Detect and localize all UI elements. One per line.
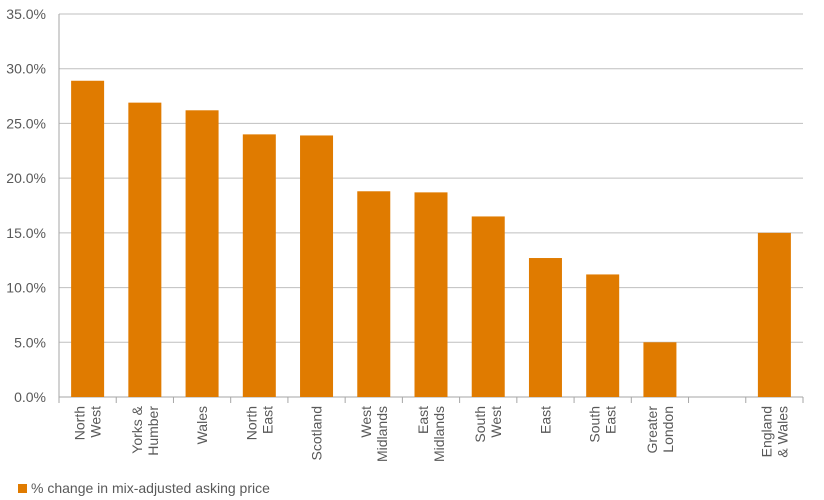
legend-label: % change in mix-adjusted asking price [31, 480, 270, 496]
x-category-label: WestMidlands [358, 406, 390, 462]
y-tick-label: 20.0% [6, 170, 46, 186]
x-category-label: SouthEast [587, 406, 619, 443]
x-category-label: NorthEast [243, 406, 275, 440]
y-tick-label: 0.0% [14, 389, 46, 405]
bar-chart: 0.0% 5.0% 10.0% 15.0% 20.0% 25.0% 30.0% 35.0% No… [6, 6, 804, 462]
legend-swatch [18, 483, 27, 493]
bar [128, 102, 162, 397]
bar [185, 110, 219, 397]
svg-text:WestMidlands: WestMidlands [358, 406, 390, 462]
svg-text:SouthWest: SouthWest [472, 406, 504, 443]
y-tick-label: 10.0% [6, 280, 46, 296]
x-category-label: GreaterLondon [644, 406, 676, 454]
bar [528, 258, 562, 397]
bar [300, 135, 334, 398]
x-category-label: Scotland [309, 406, 325, 460]
svg-text:Wales: Wales [194, 406, 210, 444]
y-tick-label: 25.0% [6, 115, 46, 131]
x-category-label: Wales [194, 406, 210, 444]
x-category-label: England& Wales [758, 406, 790, 458]
x-category-label: East [537, 406, 553, 434]
y-tick-label: 15.0% [6, 225, 46, 241]
x-category-label: EastMidlands [415, 406, 447, 462]
bar [71, 80, 105, 397]
bar [471, 216, 505, 397]
x-category-label: NorthWest [72, 406, 104, 440]
svg-text:Scotland: Scotland [309, 406, 325, 460]
bar [643, 342, 677, 397]
bar [357, 191, 391, 397]
x-category-label: Yorks &Humber [129, 405, 161, 455]
bar [414, 192, 448, 397]
svg-text:SouthEast: SouthEast [587, 406, 619, 443]
x-category-label: SouthWest [472, 406, 504, 443]
svg-text:East: East [537, 406, 553, 434]
svg-text:EastMidlands: EastMidlands [415, 406, 447, 462]
svg-text:England& Wales: England& Wales [758, 406, 790, 458]
svg-text:NorthEast: NorthEast [243, 406, 275, 440]
bar [586, 274, 620, 397]
svg-text:Yorks &Humber: Yorks &Humber [129, 405, 161, 455]
y-tick-label: 5.0% [14, 334, 46, 350]
bar [242, 134, 276, 397]
svg-text:NorthWest: NorthWest [72, 406, 104, 440]
svg-text:GreaterLondon: GreaterLondon [644, 406, 676, 454]
bar [757, 232, 791, 397]
y-tick-label: 30.0% [6, 61, 46, 77]
legend: % change in mix-adjusted asking price [18, 480, 270, 496]
y-tick-label: 35.0% [6, 6, 46, 22]
